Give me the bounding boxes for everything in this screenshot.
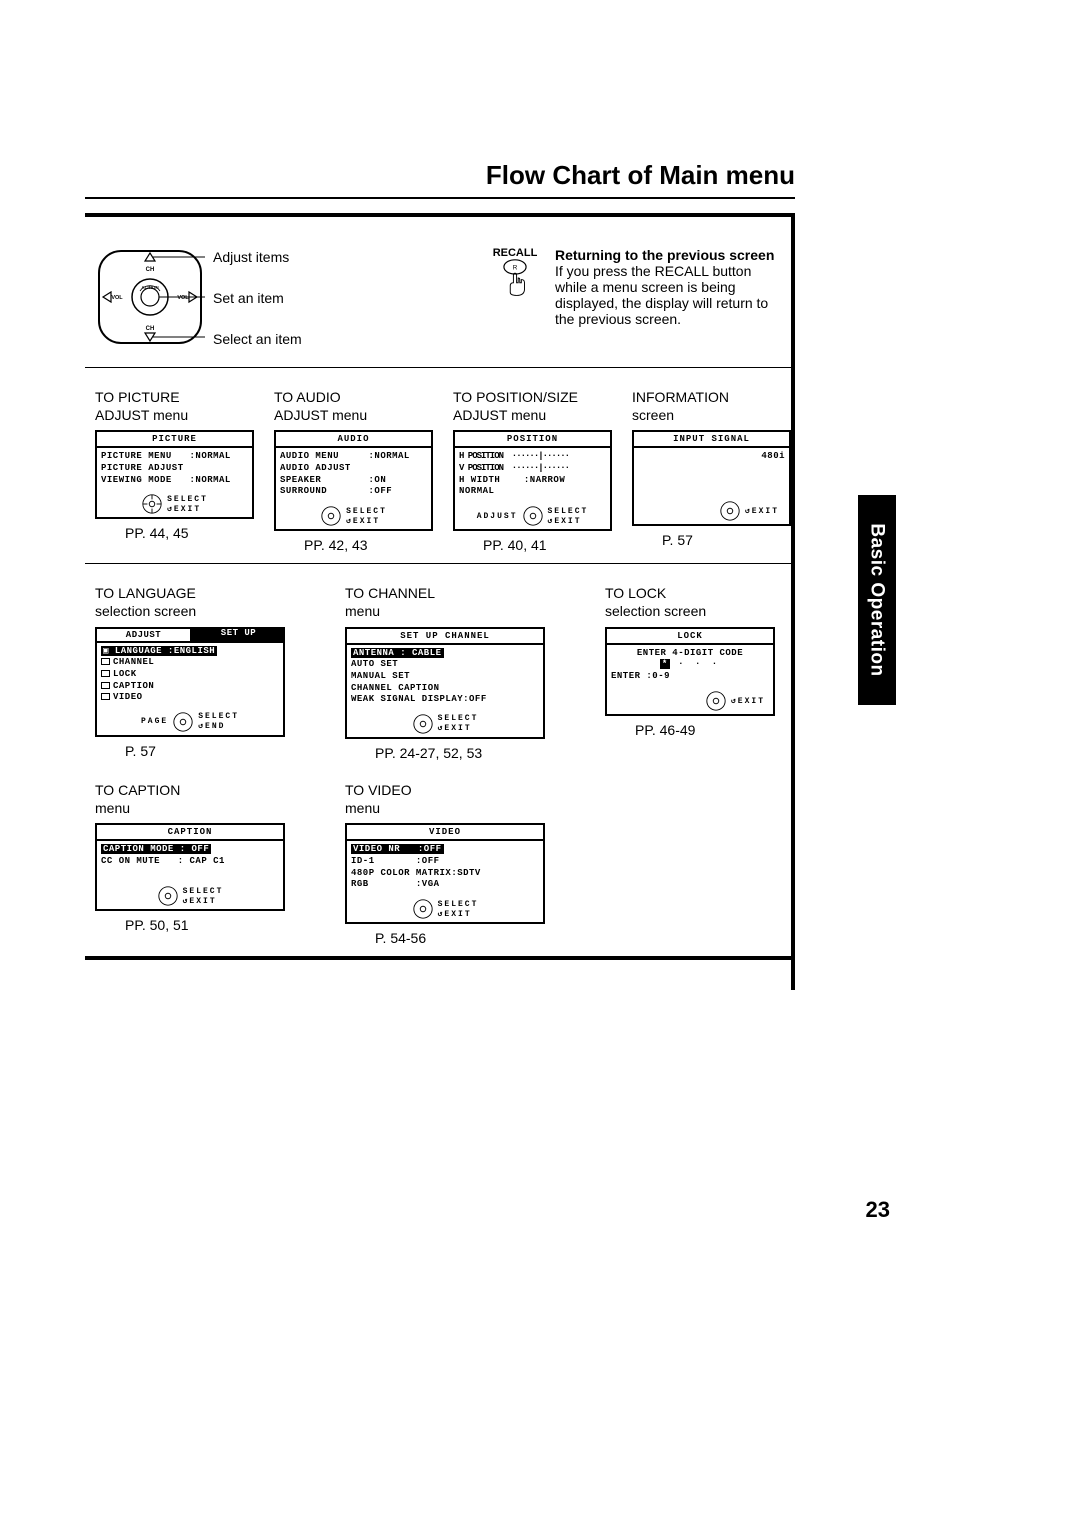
card-video: TO VIDEO menu VIDEO VIDEO NR :OFF ID-1 :… [345, 781, 545, 946]
recall-heading: Returning to the previous screen [555, 247, 781, 263]
recall-label: RECALL [485, 247, 545, 259]
pp-audio: PP. 42, 43 [274, 537, 433, 553]
navpad-icon [157, 885, 179, 907]
content-frame: CH CH VOL VOL ACTION Adjust items Set [85, 213, 795, 990]
section-tab: Basic Operation [858, 495, 896, 705]
card-picture: TO PICTURE ADJUST menu PICTURE PICTURE M… [95, 388, 254, 553]
card-language: TO LANGUAGE selection screen ADJUST SET … [95, 584, 285, 761]
dpad-ch-top: CH [146, 267, 155, 273]
dpad-vol-l: VOL [111, 295, 123, 301]
navpad-icon [412, 713, 434, 735]
card-lock: TO LOCK selection screen LOCK ENTER 4-DI… [605, 584, 775, 761]
page-title: Flow Chart of Main menu [85, 160, 795, 191]
osd-caption: CAPTION CAPTION MODE : OFF CC ON MUTE : … [95, 823, 285, 911]
osd-nav-picture: SELECT↺EXIT [97, 489, 252, 517]
card-info: INFORMATION screen INPUT SIGNAL 480i ↺EX… [632, 388, 791, 553]
row-1: TO PICTURE ADJUST menu PICTURE PICTURE M… [85, 368, 791, 563]
osd-info: INPUT SIGNAL 480i ↺EXIT [632, 430, 791, 526]
osd-language: ADJUST SET UP ▣ LANGUAGE :ENGLISH CHANNE… [95, 627, 285, 737]
recall-body-text: If you press the RECALL button while a m… [555, 263, 781, 327]
navpad-icon [719, 500, 741, 522]
osd-picture: PICTURE PICTURE MENU :NORMAL PICTURE ADJ… [95, 430, 254, 519]
heading-audio: TO AUDIO ADJUST menu [274, 388, 433, 424]
navpad-icon [141, 493, 163, 515]
row-2: TO LANGUAGE selection screen ADJUST SET … [85, 564, 791, 771]
osd-lock: LOCK ENTER 4-DIGIT CODE * · · · ENTER :0… [605, 627, 775, 716]
osd-audio: AUDIO AUDIO MENU :NORMAL AUDIO ADJUST SP… [274, 430, 433, 531]
dpad-ch-bot: CH [146, 326, 155, 332]
osd-position: POSITION H POSITION ······|······ V POSI… [453, 430, 612, 531]
dpad-vol-r: VOL [177, 295, 189, 301]
dpad-label-adjust: Adjust items [213, 249, 302, 265]
dpad-diagram: CH CH VOL VOL ACTION [95, 247, 205, 347]
navpad-icon [705, 690, 727, 712]
bottom-thick-rule [85, 956, 791, 960]
navpad-icon [522, 505, 544, 527]
card-caption: TO CAPTION menu CAPTION CAPTION MODE : O… [95, 781, 285, 946]
osd-channel: SET UP CHANNEL ANTENNA : CABLE AUTO SET … [345, 627, 545, 739]
dpad-action: ACTION [141, 285, 158, 290]
card-position: TO POSITION/SIZE ADJUST menu POSITION H … [453, 388, 612, 553]
recall-block: RECALL R Returning to the previous scree… [445, 247, 781, 347]
osd-title-picture: PICTURE [97, 432, 252, 448]
navpad-icon [320, 505, 342, 527]
dpad-label-set: Set an item [213, 290, 302, 306]
controls-section: CH CH VOL VOL ACTION Adjust items Set [85, 217, 791, 367]
section-tab-label: Basic Operation [866, 523, 888, 676]
page-number: 23 [866, 1197, 890, 1223]
recall-icon-column: RECALL R [485, 247, 545, 347]
dpad-label-select: Select an item [213, 331, 302, 347]
card-audio: TO AUDIO ADJUST menu AUDIO AUDIO MENU :N… [274, 388, 433, 553]
osd-video: VIDEO VIDEO NR :OFF ID-1 :OFF 480P COLOR… [345, 823, 545, 924]
recall-button-icon: R [499, 259, 531, 297]
pp-picture: PP. 44, 45 [95, 525, 254, 541]
title-rule [85, 197, 795, 199]
navpad-icon [412, 898, 434, 920]
heading-picture: TO PICTURE ADJUST menu [95, 388, 254, 424]
navpad-icon [172, 711, 194, 733]
card-channel: TO CHANNEL menu SET UP CHANNEL ANTENNA :… [345, 584, 545, 761]
row-3: TO CAPTION menu CAPTION CAPTION MODE : O… [85, 771, 791, 956]
manual-page: Flow Chart of Main menu CH [85, 160, 795, 990]
recall-button-text: R [513, 264, 518, 271]
